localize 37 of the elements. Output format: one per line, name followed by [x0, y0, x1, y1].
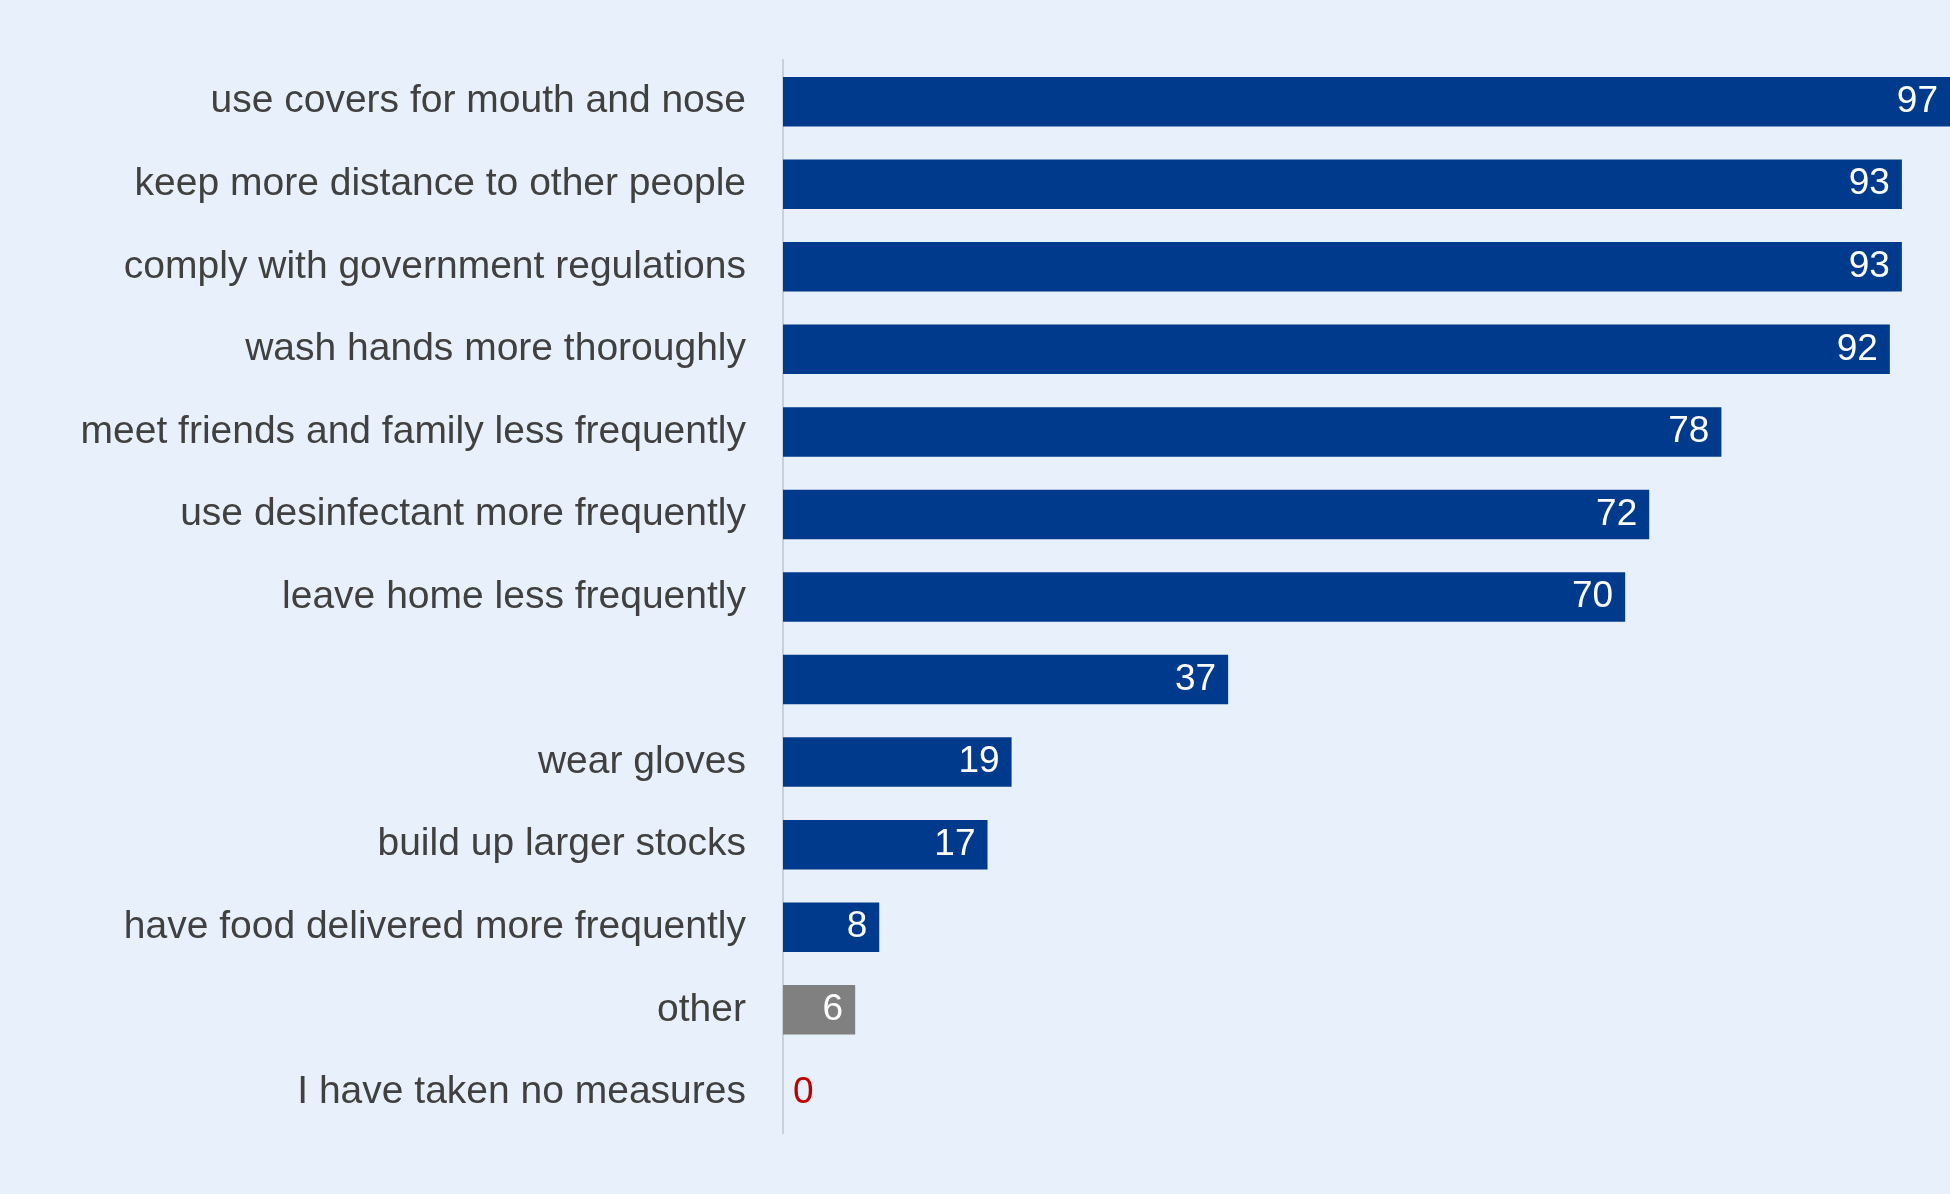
- y-tick-label: use desinfectant more frequently: [180, 490, 747, 534]
- bar: [783, 76, 1950, 127]
- bar: [783, 407, 1722, 457]
- data-label: 70: [1572, 574, 1614, 616]
- bar: [783, 489, 1650, 540]
- data-label: 6: [822, 986, 844, 1028]
- bar: [783, 737, 1012, 787]
- y-tick-label: leave home less frequently: [282, 572, 747, 616]
- y-tick-label: use covers for mouth and nose: [210, 77, 746, 121]
- data-label: 78: [1668, 409, 1710, 451]
- data-label: 8: [846, 904, 868, 946]
- y-tick-label: I have taken no measures: [297, 1068, 746, 1112]
- bar: [783, 819, 988, 870]
- y-tick-label: keep more distance to other people: [134, 159, 746, 203]
- bar: [783, 159, 1902, 209]
- y-tick-label: wash hands more thoroughly: [244, 325, 747, 369]
- bar: [783, 242, 1902, 292]
- y-tick-label: build up larger stocks: [377, 820, 746, 864]
- y-tick-label: other: [657, 985, 746, 1029]
- bar: [783, 902, 880, 952]
- bar: [783, 654, 1229, 705]
- data-label: 92: [1836, 326, 1878, 368]
- bar: [783, 985, 856, 1035]
- y-tick-label: comply with government regulations: [123, 242, 746, 286]
- data-label: 19: [958, 739, 1000, 781]
- y-tick-label: have food delivered more frequently: [123, 902, 747, 946]
- data-label: 17: [934, 821, 976, 863]
- data-label: 97: [1896, 78, 1938, 120]
- y-tick-label: meet friends and family less frequently: [80, 407, 747, 451]
- y-tick-label: wear gloves: [536, 737, 746, 781]
- data-label: 0: [793, 1069, 814, 1111]
- bar: [783, 572, 1626, 622]
- data-label: 37: [1174, 656, 1217, 698]
- data-label: 93: [1848, 243, 1890, 285]
- bar: [783, 324, 1890, 375]
- data-label: 72: [1596, 491, 1638, 533]
- data-label: 93: [1848, 161, 1890, 203]
